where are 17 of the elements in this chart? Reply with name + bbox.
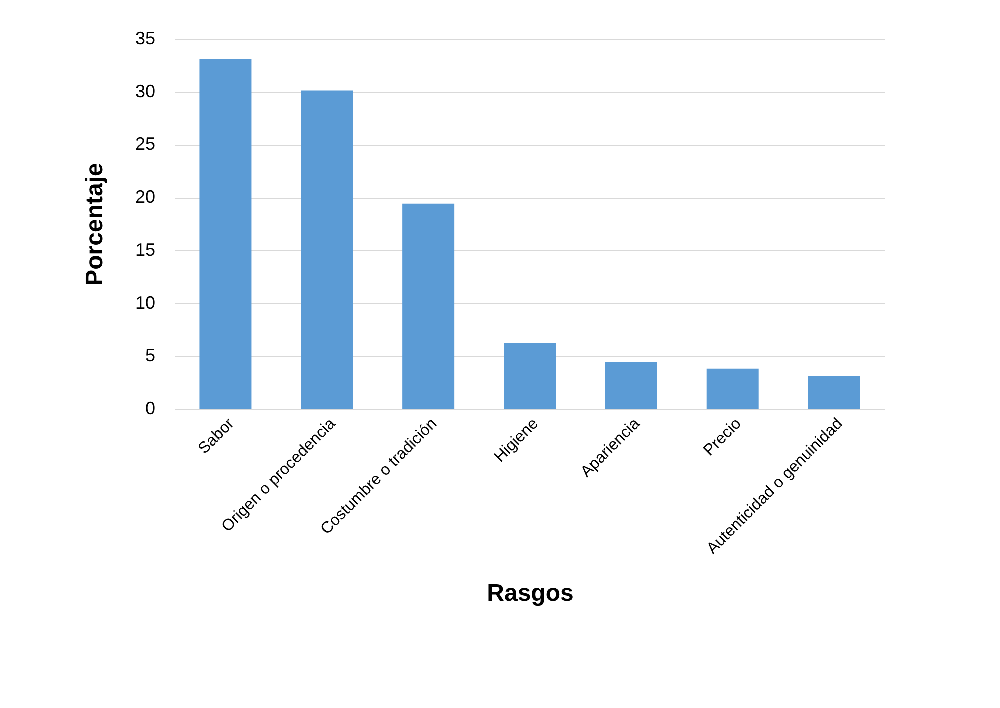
y-axis-title: Porcentaje (81, 163, 108, 286)
bar (200, 59, 252, 409)
bar (808, 376, 860, 409)
y-tick-label: 15 (135, 240, 156, 260)
y-tick-label: 10 (135, 292, 156, 313)
y-tick-label: 20 (135, 187, 156, 208)
bar (706, 368, 759, 409)
y-tick-label: 30 (135, 81, 156, 102)
bar (605, 362, 658, 409)
bar (402, 204, 455, 409)
bar (504, 343, 556, 409)
y-tick-label: 35 (135, 28, 156, 48)
y-tick-label: 25 (135, 134, 156, 154)
x-axis-title: Rasgos (487, 580, 574, 608)
y-tick-label: 0 (145, 398, 156, 418)
bar (301, 90, 354, 409)
y-tick-label: 5 (145, 346, 156, 366)
